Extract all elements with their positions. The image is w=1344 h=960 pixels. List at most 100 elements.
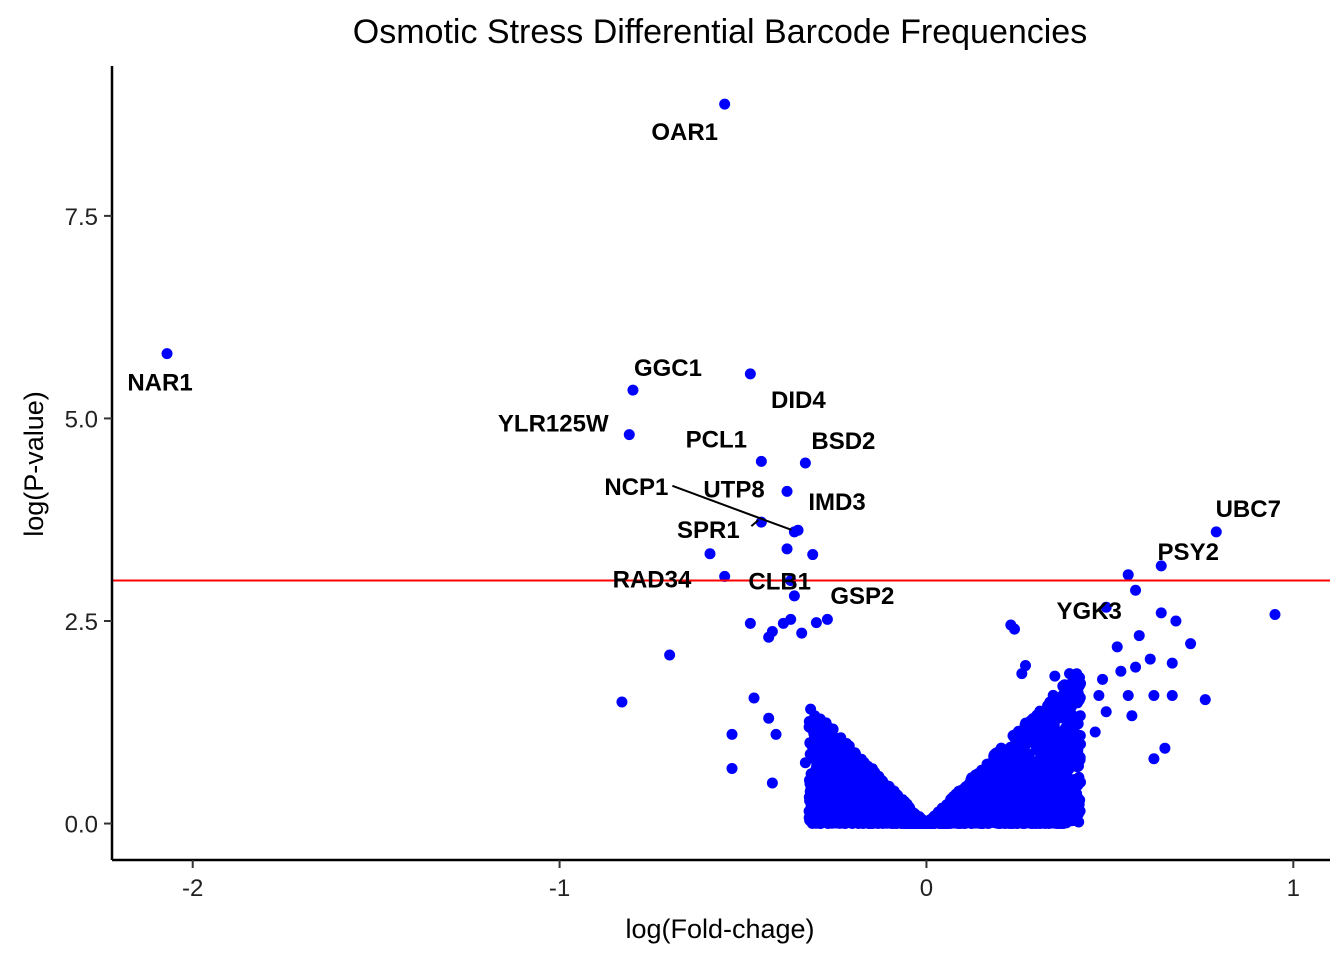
data-point	[1062, 706, 1073, 717]
data-point	[987, 802, 999, 813]
data-point	[1004, 801, 1016, 812]
axes: -2 -1 0 1 0.0 2.5 5.0 7.5	[65, 66, 1330, 902]
data-point	[1126, 710, 1138, 722]
data-point	[1115, 665, 1127, 677]
data-point	[979, 769, 991, 781]
data-point	[975, 817, 987, 829]
data-point	[879, 815, 891, 827]
gene-label: GSP2	[830, 583, 894, 610]
data-point	[1035, 759, 1047, 771]
data-point	[1122, 569, 1134, 581]
labeled-point	[1100, 601, 1112, 613]
y-tick-label: 0.0	[65, 812, 98, 839]
data-point	[1060, 746, 1072, 758]
data-point	[805, 703, 817, 715]
data-point	[1068, 723, 1080, 735]
data-point	[1057, 793, 1069, 805]
data-point	[825, 814, 837, 826]
gene-label: SPR1	[677, 517, 740, 544]
x-axis-title: log(Fold-chage)	[625, 914, 814, 944]
data-point	[1016, 668, 1028, 680]
gene-label: UBC7	[1216, 496, 1281, 523]
data-point	[781, 543, 793, 555]
data-point	[838, 774, 850, 786]
data-point	[1093, 690, 1105, 702]
gene-label: PSY2	[1158, 539, 1219, 566]
data-point	[1133, 630, 1145, 642]
data-point	[1061, 806, 1073, 818]
data-point	[1021, 795, 1033, 807]
data-point	[1166, 657, 1178, 669]
data-point	[1064, 785, 1076, 797]
labeled-point	[792, 524, 804, 536]
data-point	[719, 570, 731, 582]
gene-label: NAR1	[127, 370, 192, 397]
data-point	[796, 627, 808, 639]
data-point	[998, 789, 1010, 801]
x-tick-label: -1	[549, 875, 570, 902]
data-point	[806, 723, 818, 735]
data-point	[1269, 609, 1281, 621]
data-point	[852, 817, 864, 829]
plot-area	[112, 98, 1330, 829]
chart-title: Osmotic Stress Differential Barcode Freq…	[353, 13, 1087, 51]
data-point	[814, 718, 826, 730]
data-point	[1130, 584, 1142, 596]
data-point	[974, 793, 986, 805]
data-point	[1002, 758, 1014, 769]
data-point	[989, 793, 1001, 805]
data-point	[1020, 717, 1032, 729]
data-point	[840, 817, 852, 829]
data-point	[1144, 653, 1156, 665]
y-axis-title-group: log(P-value)	[19, 391, 49, 537]
data-point	[858, 782, 870, 794]
data-point	[810, 793, 822, 804]
data-point	[1032, 780, 1044, 792]
label-leader-line	[672, 484, 792, 531]
data-point	[823, 777, 835, 788]
labeled-point	[719, 98, 731, 110]
data-point	[994, 817, 1006, 829]
data-point	[837, 801, 849, 813]
data-point	[932, 813, 944, 825]
data-point	[901, 800, 913, 811]
data-point	[1075, 677, 1087, 689]
labeled-point	[755, 455, 767, 467]
labeled-point	[623, 429, 635, 441]
data-point	[1016, 816, 1028, 828]
data-point	[763, 712, 775, 724]
data-point	[1049, 696, 1061, 708]
data-point	[1042, 775, 1054, 787]
data-point	[785, 613, 797, 625]
data-point	[1005, 619, 1017, 631]
gene-label: RAD34	[613, 567, 692, 594]
data-point	[1185, 638, 1197, 650]
data-point	[1064, 734, 1076, 746]
data-point	[814, 773, 826, 785]
data-point	[842, 783, 853, 794]
data-point	[1001, 746, 1013, 757]
data-point	[1030, 812, 1042, 824]
data-point	[1199, 694, 1211, 706]
data-point	[799, 757, 811, 769]
data-point	[1148, 690, 1160, 702]
data-point	[770, 728, 782, 740]
data-point	[1009, 778, 1021, 789]
labeled-point	[627, 384, 639, 396]
data-point	[854, 803, 866, 815]
data-point	[726, 728, 738, 740]
data-point	[763, 631, 775, 643]
data-point	[1155, 607, 1167, 619]
data-point	[966, 802, 978, 814]
data-point	[809, 752, 821, 764]
data-point	[984, 781, 996, 792]
gene-label: UTP8	[703, 476, 764, 503]
data-point	[1033, 727, 1045, 739]
data-point	[1052, 777, 1064, 789]
data-point	[1049, 670, 1061, 682]
data-point	[766, 777, 778, 789]
data-point	[808, 736, 820, 748]
point-labels: OAR1 NAR1 GGC1 DID4 YLR125W PCL1 BSD2 NCP1 UTP8 I…	[127, 119, 1281, 625]
labeled-point	[799, 457, 811, 469]
